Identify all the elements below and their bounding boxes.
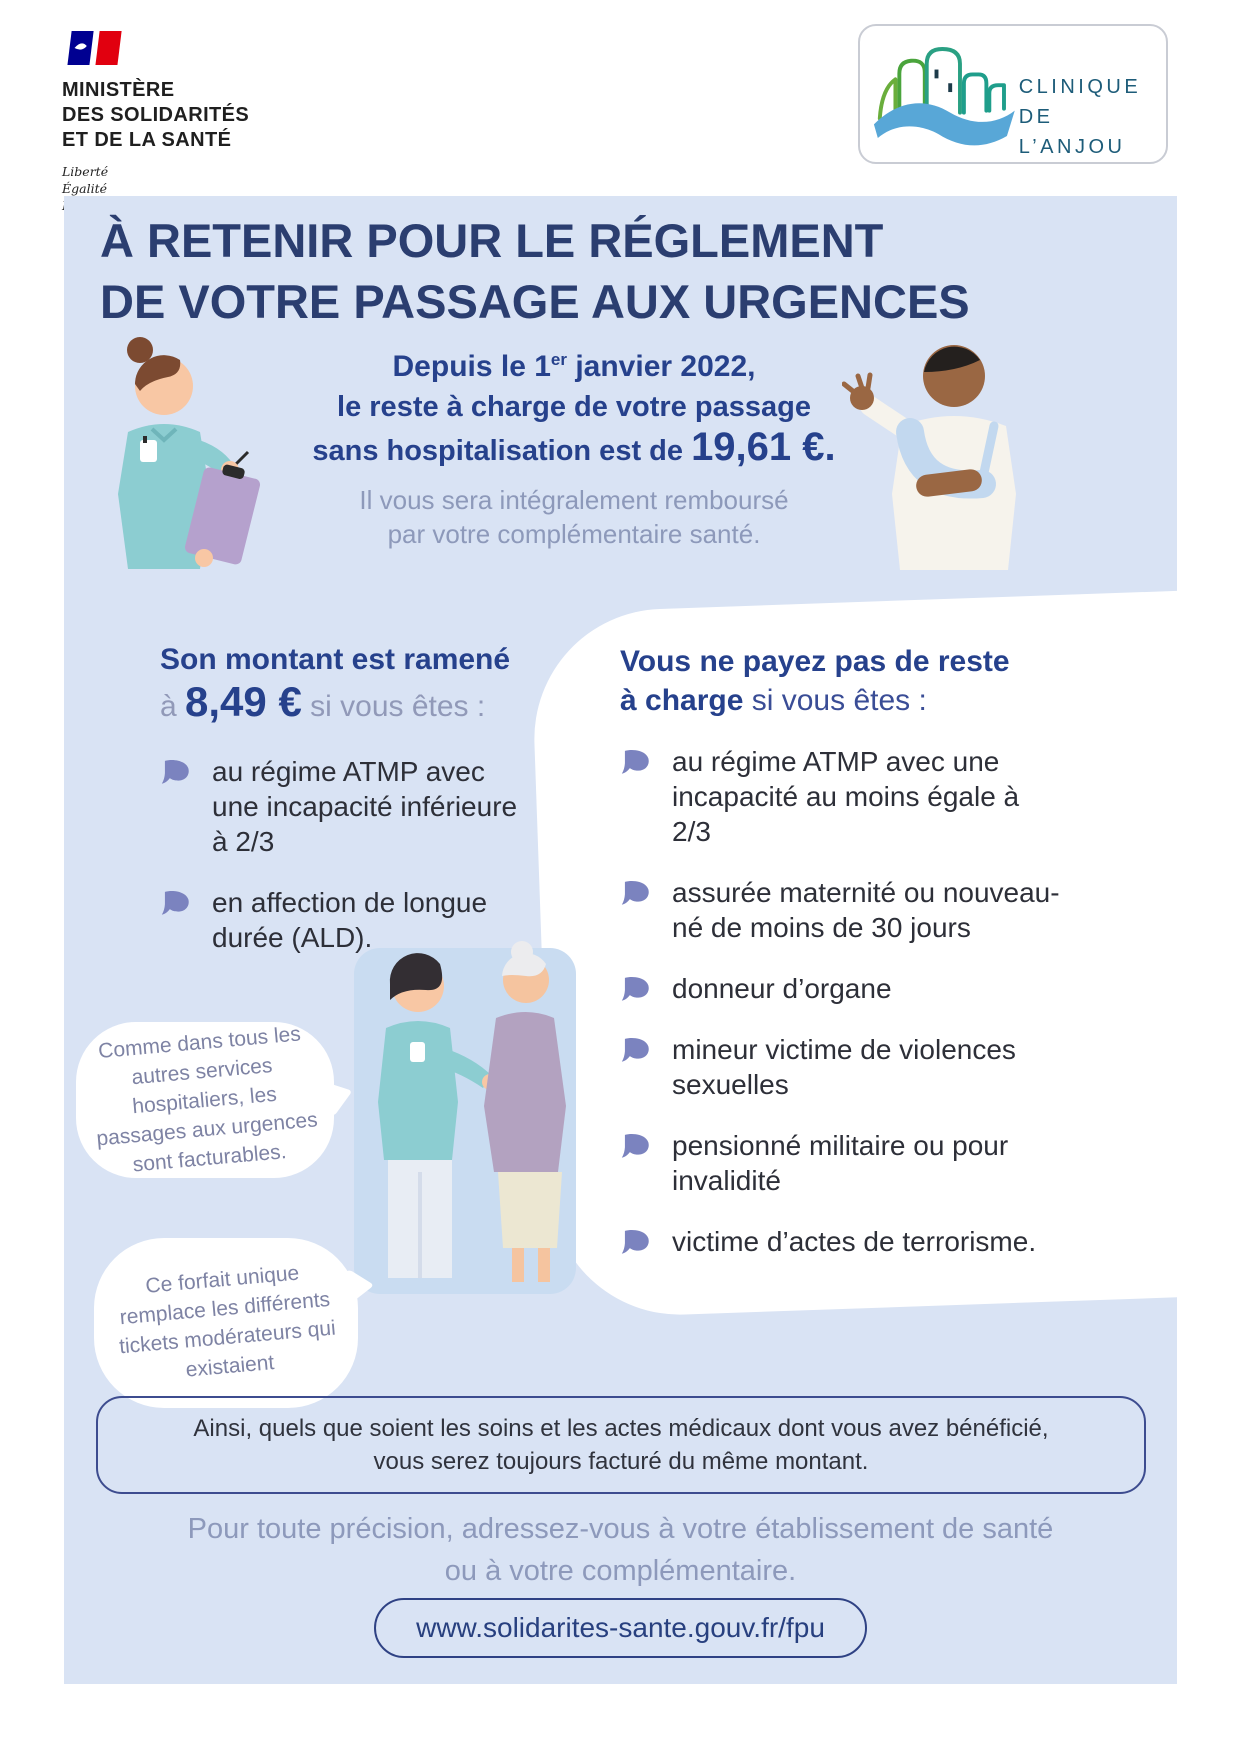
speech-bubble-bullet-icon — [620, 748, 652, 776]
speech-bubble-bullet-icon — [620, 1228, 652, 1256]
amount-19-61: 19,61 €. — [691, 425, 836, 469]
reduced-amount-line: à 8,49 € si vous êtes : — [160, 678, 486, 725]
french-flag-icon — [67, 31, 122, 65]
website-link-button[interactable]: www.solidarites-sante.gouv.fr/fpu — [374, 1598, 867, 1658]
list-item: mineur victime de violences sexuelles — [620, 1032, 1060, 1102]
zero-charge-section: Vous ne payez pas de reste à charge si v… — [620, 642, 1060, 1285]
amount-8-49: 8,49 € — [185, 678, 302, 725]
intro-line3: sans hospitalisation est de 19,61 €. — [312, 425, 836, 469]
contact-note: Pour toute précision, adressez-vous à vo… — [187, 1513, 1054, 1587]
ministry-logo-block: MINISTÈRE DES SOLIDARITÉS ET DE LA SANTÉ… — [62, 28, 392, 214]
nurse-clipboard-illustration — [88, 334, 268, 569]
list-item: en affection de longue durée (ALD). — [160, 885, 530, 955]
intro-line2: le reste à charge de votre passage — [337, 391, 811, 423]
list-item: donneur d’organe — [620, 971, 1060, 1006]
reduced-rate-section: Son montant est ramené à 8,49 € si vous … — [160, 640, 530, 981]
intro-note: Il vous sera intégralement remboursé par… — [359, 485, 789, 549]
list-item: victime d’actes de terrorisme. — [620, 1224, 1060, 1259]
nurse-elderly-illustration — [326, 922, 576, 1294]
clinic-name: CLINIQUE DE L’ANJOU — [1018, 76, 1142, 158]
man-arm-sling-illustration — [842, 330, 1052, 570]
intro-date-line: Depuis le 1er janvier 2022, — [392, 350, 756, 383]
speech-bubble-2: Ce forfait unique remplace les différent… — [94, 1238, 375, 1408]
zero-list: au régime ATMP avec une incapacité au mo… — [620, 744, 1060, 1259]
speech-bubble-bullet-icon — [160, 758, 192, 786]
list-item: assurée maternité ou nouveau-né de moins… — [620, 875, 1060, 945]
speech-bubble-bullet-icon — [620, 1036, 652, 1064]
speech-bubble-bullet-icon — [160, 889, 192, 917]
website-link-container: www.solidarites-sante.gouv.fr/fpu — [0, 1598, 1241, 1658]
zero-heading: Vous ne payez pas de reste à charge si v… — [620, 645, 1010, 717]
castle-wave-icon — [873, 47, 1015, 146]
speech-bubble-1: Comme dans tous les autres services hosp… — [76, 1022, 353, 1178]
intro-block: Depuis le 1er janvier 2022, le reste à c… — [254, 340, 894, 551]
speech-bubble-bullet-icon — [620, 1132, 652, 1160]
poster-title: À RETENIR POUR LE RÉGLEMENT DE VOTRE PAS… — [100, 214, 970, 328]
reduced-list: au régime ATMP avec une incapacité infér… — [160, 754, 530, 955]
summary-box: Ainsi, quels que soient les soins et les… — [96, 1396, 1146, 1494]
ministry-name: MINISTÈRE DES SOLIDARITÉS ET DE LA SANTÉ — [62, 79, 250, 151]
speech-bubble-bullet-icon — [620, 879, 652, 907]
list-item: au régime ATMP avec une incapacité infér… — [160, 754, 530, 859]
speech-bubble-bullet-icon — [620, 975, 652, 1003]
reduced-heading: Son montant est ramené — [160, 643, 511, 676]
clinic-logo-card: CLINIQUE DE L’ANJOU — [858, 24, 1168, 164]
list-item: au régime ATMP avec une incapacité au mo… — [620, 744, 1060, 849]
list-item: pensionné militaire ou pour invalidité — [620, 1128, 1060, 1198]
